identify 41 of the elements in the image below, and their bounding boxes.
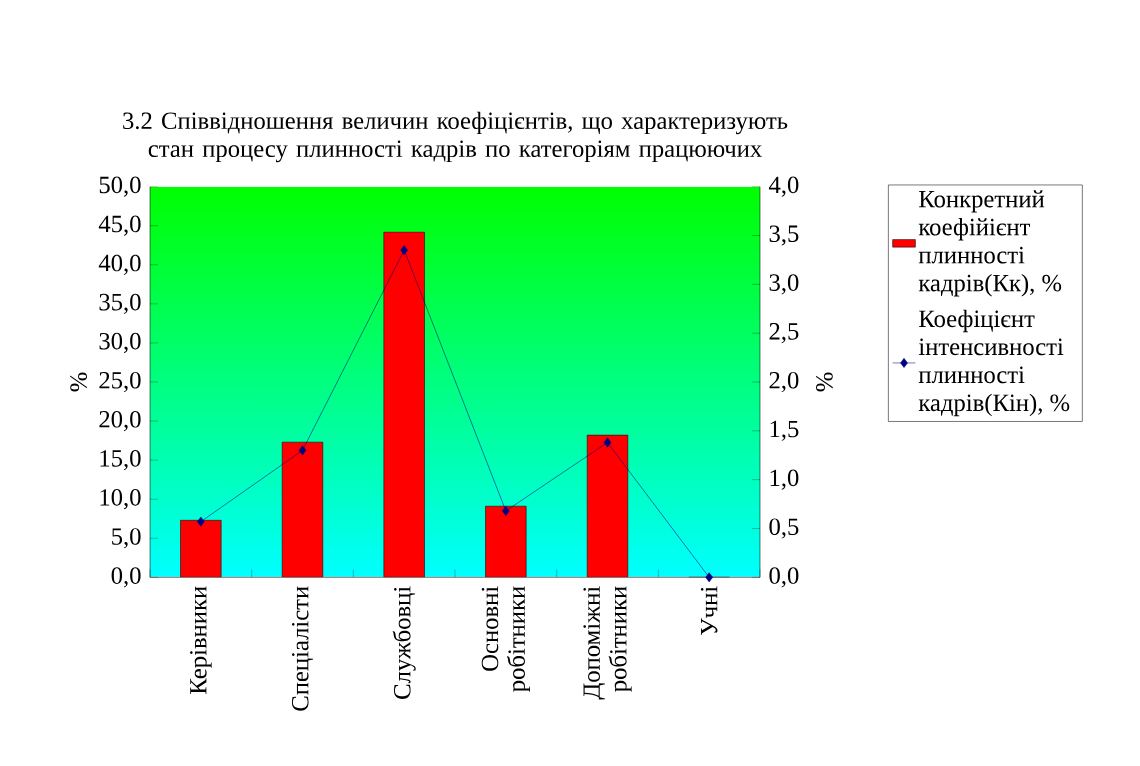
y-tick-label: 35,0 [99, 293, 141, 314]
point [502, 505, 510, 516]
x-tick-label: Службовці [392, 586, 416, 699]
y-axis-title: % [70, 372, 87, 392]
point [603, 437, 612, 448]
bar [180, 520, 222, 578]
y2-tick-label: 2,5 [769, 323, 799, 344]
bar [281, 441, 324, 578]
x-tick-label: Керівники [190, 586, 212, 694]
bar [383, 231, 425, 578]
y2-tick-label: 2,0 [769, 371, 799, 393]
y-tick-label: 0,0 [111, 567, 141, 588]
chart-title: 3.2 Співвідношення величин коефіцієнтів, що характеризують стан процесу плинності кадрів по категоріям працюючих [123, 111, 788, 163]
x-tick-label: Спеціалісти [291, 586, 314, 711]
y-tick-label: 40,0 [98, 254, 141, 275]
y2-tick-label: 3,0 [769, 274, 799, 295]
legend-label: Коефіцієнт інтенсивності плинності кадрів(Кін), % [918, 309, 1070, 417]
y-tick-label: 50,0 [99, 176, 141, 197]
bar [586, 434, 629, 578]
y2-tick-label: 0,0 [769, 567, 799, 588]
point [197, 516, 205, 527]
y2-tick-label: 1,0 [770, 469, 799, 490]
y2-tick-label: 0,5 [769, 518, 799, 539]
y-tick-label: 30,0 [99, 332, 141, 354]
y2-tick-label: 1,5 [770, 420, 799, 441]
y-tick-label: 5,0 [112, 528, 141, 549]
bar [485, 505, 527, 578]
point [298, 445, 307, 456]
y-tick-label: 15,0 [100, 450, 141, 471]
y2-tick-label: 3,5 [769, 225, 799, 246]
y2-tick-label: 4,0 [768, 176, 799, 197]
y-tick-label: 45,0 [98, 215, 141, 236]
x-tick-label: Учні [700, 586, 718, 635]
point [705, 572, 713, 583]
y-tick-label: 25,0 [99, 371, 141, 393]
x-tick-label: Основні робітники [481, 586, 530, 692]
y-tick-label: 20,0 [99, 410, 141, 432]
y2-axis-title: % [816, 372, 833, 392]
legend-label: Конкретний коефійієнт плинності кадрів(Кк), % [918, 190, 1062, 297]
y-tick-label: 10,0 [100, 489, 141, 510]
point [400, 245, 408, 256]
